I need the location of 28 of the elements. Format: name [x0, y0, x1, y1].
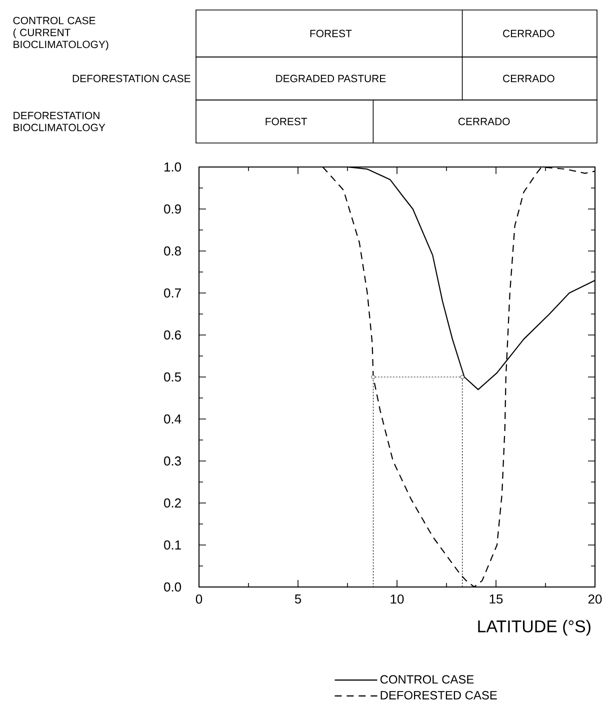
- y-tick-label: 0.7: [164, 288, 181, 298]
- y-tick-label: 0.4: [164, 414, 182, 424]
- legend-label: DEFORESTED CASE: [380, 691, 497, 700]
- text: CERRADO: [503, 30, 554, 38]
- text: CERRADO: [458, 118, 510, 126]
- text: FOREST: [310, 30, 352, 38]
- x-tick-label: 20: [588, 594, 602, 604]
- x-tick-label: 5: [294, 594, 302, 604]
- y-tick-label: 0.1: [164, 540, 181, 550]
- y-tick-label: 0.2: [164, 498, 181, 508]
- y-tick-label: 0.0: [164, 582, 182, 592]
- x-axis-title: LATITUDE (°S): [478, 620, 590, 636]
- text: CERRADO: [503, 74, 554, 82]
- text: DEFORESTATION BIOCLIMATOLOGY: [14, 112, 106, 132]
- y-tick-label: 0.3: [164, 456, 181, 466]
- y-tick-label: 0.8: [164, 246, 181, 256]
- text: CONTROL CASE ( CURRENT BIOCLIMATOLOGY): [13, 16, 108, 50]
- y-tick-label: 0.5: [164, 372, 181, 382]
- y-tick-label: 1.0: [164, 162, 182, 172]
- x-tick-label: 0: [196, 594, 202, 604]
- x-tick-label: 10: [390, 594, 404, 604]
- y-tick-label: 0.6: [164, 330, 181, 340]
- text: FOREST: [266, 118, 308, 126]
- text: DEFORESTATION CASE: [72, 74, 190, 82]
- y-tick-label: 0.9: [164, 204, 181, 214]
- legend-label: CONTROL CASE: [380, 675, 474, 684]
- text: DEGRADED PASTURE: [276, 74, 386, 82]
- x-tick-label: 15: [490, 594, 503, 604]
